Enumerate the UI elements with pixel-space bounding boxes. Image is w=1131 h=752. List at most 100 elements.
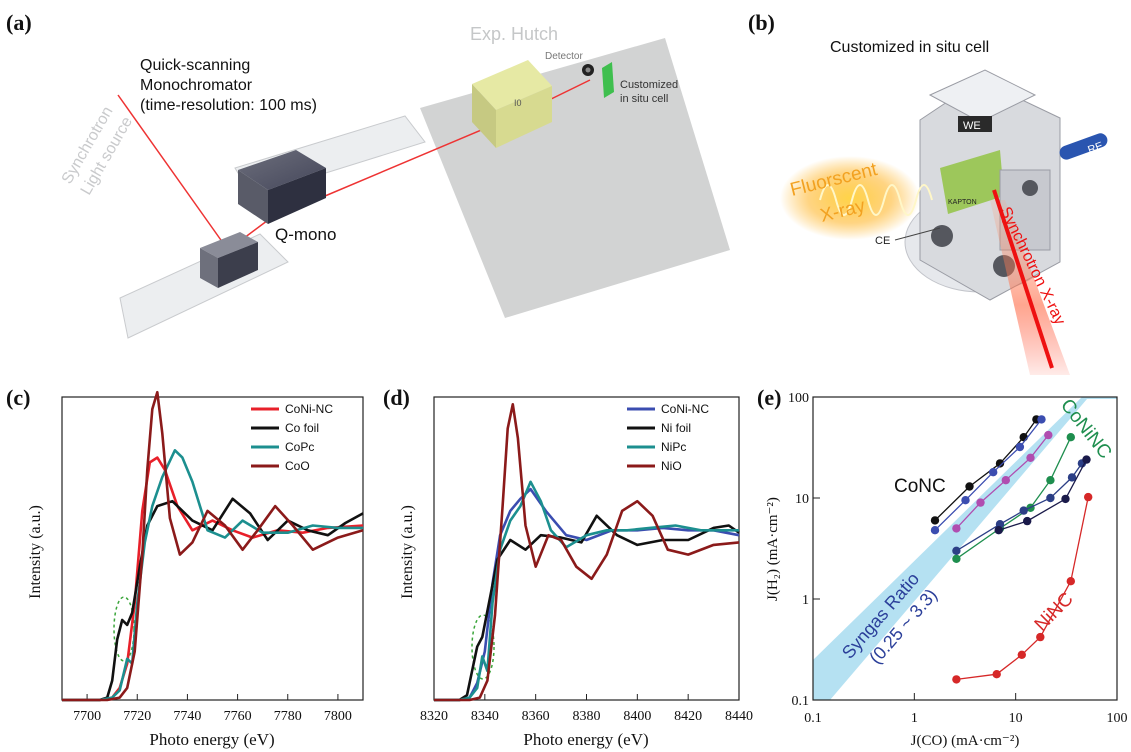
synchrotron-label: Synchrotron Light source [59,104,136,198]
chart-c-xlabel: Photo energy (eV) [149,730,274,749]
chart-e-plot: 0.1 1 10 100 0.1 1 10 100 [788,391,1128,726]
beam-hutch [544,79,591,103]
qmono-box [238,150,326,224]
cell-label-2: in situ cell [620,93,668,105]
x-tick-label: 7780 [274,709,302,724]
panel-d-label: (d) [383,385,410,410]
data-point [952,675,961,684]
chart-c-frame [61,396,364,701]
series-line [434,480,739,702]
data-point [1037,415,1046,424]
coninc-label: CoNiNC [1056,395,1115,463]
data-point [952,546,961,555]
x-tick-label: 8420 [674,709,702,724]
data-point [1066,577,1076,586]
mirror-cube-side [218,242,258,288]
panel-a: (a) Exp. Hutch Detector Customized in si… [6,10,730,339]
ce-line [894,227,941,241]
series-line [62,497,364,702]
legend-label: NiPc [661,440,686,454]
data-point [1082,455,1091,464]
data-point [1036,632,1045,642]
series-line [434,514,740,702]
series-line [434,403,740,702]
panel-d: (d) 8320 8340 8360 8380 8400 8420 8440 CoNi-NC N… [383,385,753,749]
data-point [930,516,940,525]
data-point [952,554,961,563]
screw-1 [931,225,953,247]
chart-e-ylabel: J(H₂) (mA·cm⁻²) [765,497,781,601]
data-point [989,468,998,477]
x-tick-label: 100 [1107,711,1128,726]
data-point [1022,516,1032,526]
series-line [998,459,1088,531]
x-tick-label: 8320 [420,709,448,724]
legend-label: Ni foil [661,421,691,435]
x-tick-label: 7700 [73,709,101,724]
mirror-cube-top [200,232,258,258]
legend-label: CoNi-NC [661,402,709,416]
data-point [1044,430,1053,440]
ce-label: CE [875,235,890,247]
data-point [1017,650,1026,659]
chart-e-xlabel: J(CO) (mA·cm⁻²) [911,733,1020,749]
conc-label: CoNC [894,476,946,497]
detector-lens-icon [585,67,591,73]
cell-icon [602,62,614,98]
i0-chamber: I0 [472,60,552,148]
x-tick-label: 7720 [123,709,151,724]
kapton-label: KAPTON [948,199,977,206]
we-label-box [958,116,992,132]
legend-label: CoPc [285,440,314,454]
x-tick-label: 8380 [573,709,601,724]
mono-title-2: Monochromator [140,77,253,94]
legend-label: CoO [285,459,310,473]
detector-label: Detector [545,51,583,62]
syngas-band [813,397,1117,700]
series-line [62,449,363,702]
cell-window [940,150,1004,214]
mono-title-3: (time-resolution: 100 ms) [140,97,317,114]
mono-title-1: Quick-scanning [140,57,250,74]
data-point [930,526,940,535]
data-point [1019,433,1028,442]
screw-3 [1022,180,1038,196]
y-tick-label: 100 [788,391,809,406]
data-point [1001,476,1010,485]
y-tick-label: 1 [802,593,809,608]
data-point [1066,433,1076,442]
cell-title: Customized in situ cell [830,39,989,56]
data-point [1046,476,1055,485]
legend-label: CoNi-NC [285,402,333,416]
x-tick-label: 8360 [522,709,550,724]
data-point [994,526,1003,535]
x-tick-label: 0.1 [804,711,822,726]
y-tick-label: 0.1 [792,694,810,709]
data-point [1067,473,1077,482]
data-point [1026,453,1035,462]
x-tick-label: 8440 [725,709,753,724]
data-point [961,496,970,505]
series-line [62,390,364,702]
data-point [965,482,974,491]
x-tick-label: 7760 [224,709,252,724]
cell-top [928,69,1037,123]
x-tick-label: 8400 [623,709,651,724]
panel-c-label: (c) [6,385,30,410]
fluor-wave [819,184,933,216]
we-label: WE [963,120,981,132]
fluor-glow [780,156,920,240]
panel-b-label: (b) [748,10,775,35]
x-tick-label: 8340 [471,709,499,724]
beam-mono-2 [324,119,506,197]
data-point [1084,492,1093,502]
x-tick-label: 10 [1009,711,1023,726]
x-tick-label: 7800 [324,709,352,724]
chart-d-ylabel: Intensity (a.u.) [399,505,416,599]
panel-e-label: (e) [757,385,781,410]
panel-c: (c) 7700 7720 7740 7760 7780 7800 CoNi-NC Co fo… [6,385,364,749]
legend-label: NiO [661,459,682,473]
data-point [1019,506,1028,515]
chart-c-ylabel: Intensity (a.u.) [27,505,44,599]
